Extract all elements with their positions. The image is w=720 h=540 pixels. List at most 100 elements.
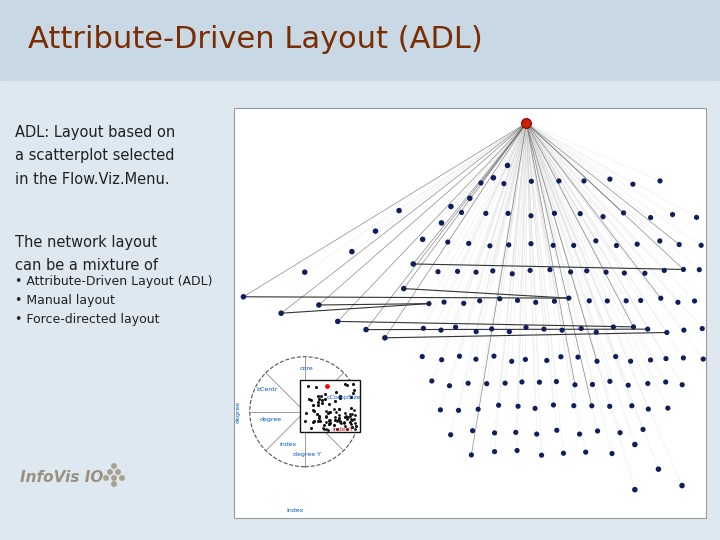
Point	[481, 380, 492, 388]
Point	[645, 213, 657, 222]
Point	[690, 213, 702, 222]
Point	[336, 418, 347, 427]
Point	[529, 404, 541, 413]
Point	[511, 446, 523, 455]
Point	[315, 417, 326, 426]
Point	[506, 269, 518, 278]
Point	[548, 401, 559, 409]
Point	[525, 212, 536, 220]
Point	[629, 485, 641, 494]
Point	[530, 298, 541, 307]
Point	[334, 394, 346, 402]
Point	[678, 265, 689, 274]
Text: degree: degree	[260, 417, 282, 422]
Point	[313, 394, 325, 403]
Point	[488, 352, 500, 361]
Point	[531, 430, 542, 438]
Point	[547, 241, 559, 249]
Point	[513, 402, 524, 410]
Point	[526, 177, 537, 186]
Point	[442, 238, 454, 246]
Point	[661, 328, 672, 337]
Point	[307, 406, 319, 414]
Point	[618, 208, 629, 217]
Text: • Manual layout: • Manual layout	[15, 294, 115, 307]
Point	[676, 481, 688, 490]
Point	[320, 395, 331, 404]
Point	[312, 416, 324, 425]
Text: The network layout
can be a mixture of: The network layout can be a mixture of	[15, 235, 158, 273]
Point	[370, 227, 382, 235]
Point	[642, 325, 654, 334]
Point	[308, 407, 320, 416]
Point	[346, 409, 358, 418]
Point	[553, 177, 564, 185]
Point	[672, 298, 684, 307]
Point	[320, 406, 332, 415]
Point	[604, 377, 616, 386]
Point	[330, 415, 341, 424]
Point	[325, 408, 336, 417]
Text: ADL: Layout based on
a scatterplot selected
in the Flow.Viz.Menu.: ADL: Layout based on a scatterplot selec…	[15, 125, 175, 187]
Point	[590, 237, 602, 245]
Point	[642, 405, 654, 414]
Point	[626, 401, 638, 410]
Point	[575, 324, 587, 333]
Point	[568, 241, 580, 249]
Text: bCentr: bCentr	[256, 387, 278, 392]
Point	[318, 421, 330, 429]
Point	[645, 356, 657, 364]
Point	[346, 247, 358, 256]
Point	[320, 411, 332, 420]
Point	[330, 388, 342, 396]
Point	[348, 386, 360, 394]
Point	[302, 382, 314, 390]
Point	[329, 413, 341, 422]
Point	[587, 380, 598, 389]
Point	[558, 449, 570, 457]
Point	[444, 381, 455, 390]
Point	[350, 422, 361, 430]
Text: cCompSize: cCompSize	[327, 395, 361, 400]
Point	[393, 206, 405, 215]
Point	[627, 180, 639, 188]
Point	[572, 353, 584, 361]
Point	[333, 416, 344, 424]
Point	[503, 240, 515, 249]
Point	[104, 468, 116, 476]
Point	[423, 299, 435, 308]
Point	[467, 427, 478, 435]
Point	[316, 399, 328, 408]
Point	[344, 417, 356, 426]
Point	[323, 408, 335, 416]
Point	[474, 296, 485, 305]
Point	[628, 322, 639, 331]
Point	[112, 468, 124, 476]
Point	[332, 317, 343, 326]
Point	[342, 381, 354, 390]
Point	[445, 430, 456, 439]
Point	[541, 356, 552, 365]
Point	[635, 296, 647, 305]
Point	[417, 235, 428, 244]
Point	[348, 415, 359, 423]
Point	[324, 418, 336, 427]
Point	[608, 323, 619, 332]
Point	[500, 379, 511, 388]
Point	[346, 422, 357, 431]
Point	[598, 212, 609, 221]
Point	[323, 409, 334, 417]
Point	[436, 219, 447, 227]
Point	[318, 424, 330, 433]
Point	[323, 426, 334, 434]
Point	[100, 474, 112, 482]
Point	[307, 417, 318, 426]
Point	[313, 414, 325, 422]
Point	[659, 266, 670, 275]
Point	[321, 381, 333, 390]
Point	[592, 427, 603, 435]
Point	[453, 406, 464, 415]
Point	[436, 326, 447, 334]
Point	[333, 404, 344, 413]
Point	[654, 177, 666, 185]
